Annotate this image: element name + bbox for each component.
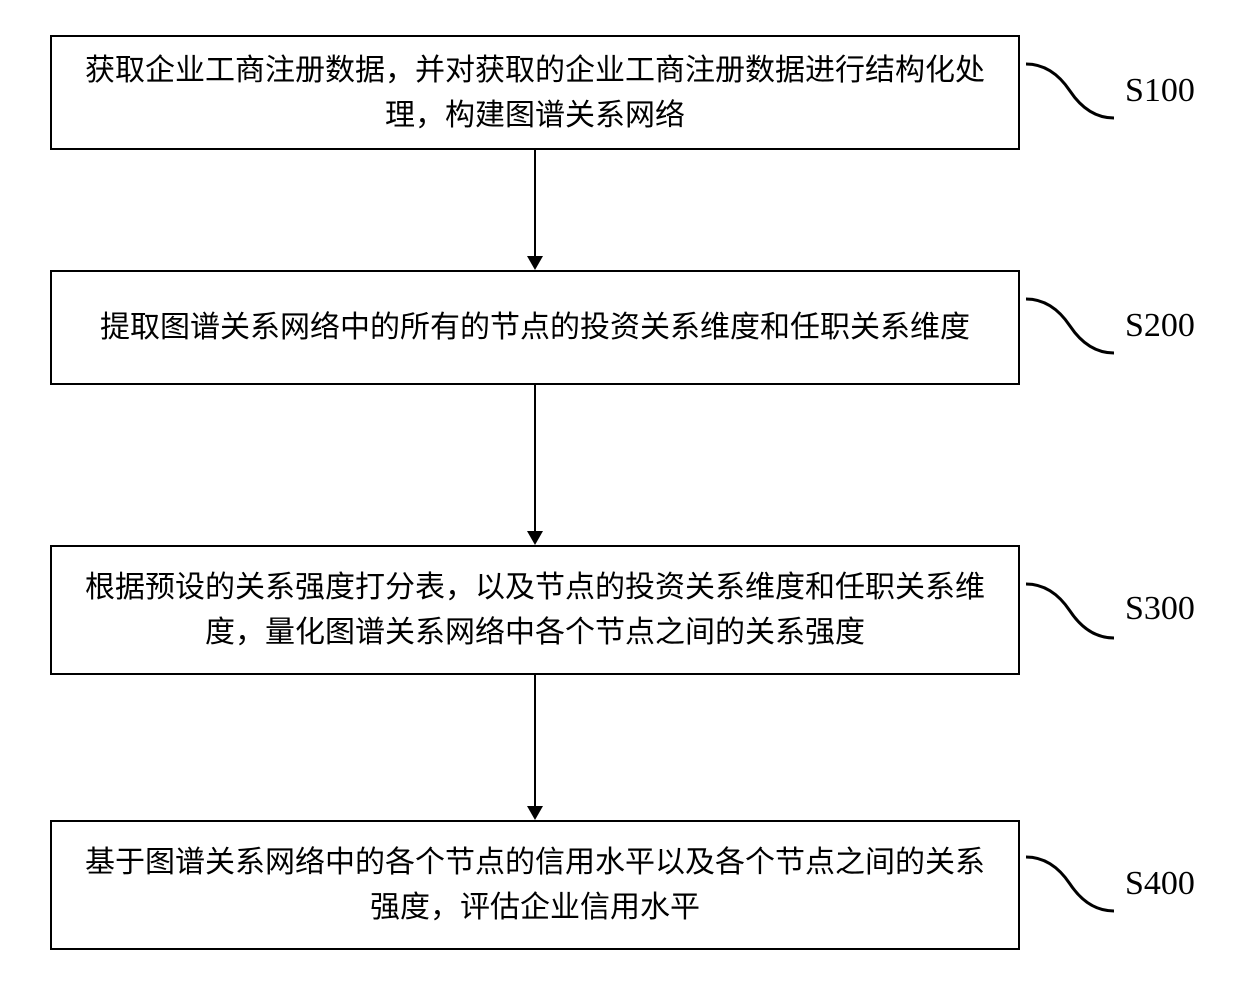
step-text-s300: 根据预设的关系强度打分表，以及节点的投资关系维度和任职关系维度，量化图谱关系网络… [76,565,994,655]
step-text-s100: 获取企业工商注册数据，并对获取的企业工商注册数据进行结构化处理，构建图谱关系网络 [76,48,994,138]
connector-arrow-2 [527,531,543,545]
connector-line-1 [534,150,536,256]
bracket-s400 [1022,853,1117,915]
step-label-s400: S400 [1125,865,1195,903]
step-label-s100: S100 [1125,72,1195,110]
step-box-s300: 根据预设的关系强度打分表，以及节点的投资关系维度和任职关系维度，量化图谱关系网络… [50,545,1020,675]
flowchart-container: 获取企业工商注册数据，并对获取的企业工商注册数据进行结构化处理，构建图谱关系网络… [0,0,1240,988]
bracket-s100 [1022,60,1117,122]
connector-line-2 [534,385,536,531]
step-box-s200: 提取图谱关系网络中的所有的节点的投资关系维度和任职关系维度 [50,270,1020,385]
step-text-s400: 基于图谱关系网络中的各个节点的信用水平以及各个节点之间的关系强度，评估企业信用水… [76,840,994,930]
step-label-s300: S300 [1125,590,1195,628]
step-box-s100: 获取企业工商注册数据，并对获取的企业工商注册数据进行结构化处理，构建图谱关系网络 [50,35,1020,150]
step-text-s200: 提取图谱关系网络中的所有的节点的投资关系维度和任职关系维度 [100,305,970,350]
bracket-s200 [1022,295,1117,357]
connector-arrow-1 [527,256,543,270]
connector-arrow-3 [527,806,543,820]
bracket-s300 [1022,580,1117,642]
connector-line-3 [534,675,536,806]
step-box-s400: 基于图谱关系网络中的各个节点的信用水平以及各个节点之间的关系强度，评估企业信用水… [50,820,1020,950]
step-label-s200: S200 [1125,307,1195,345]
